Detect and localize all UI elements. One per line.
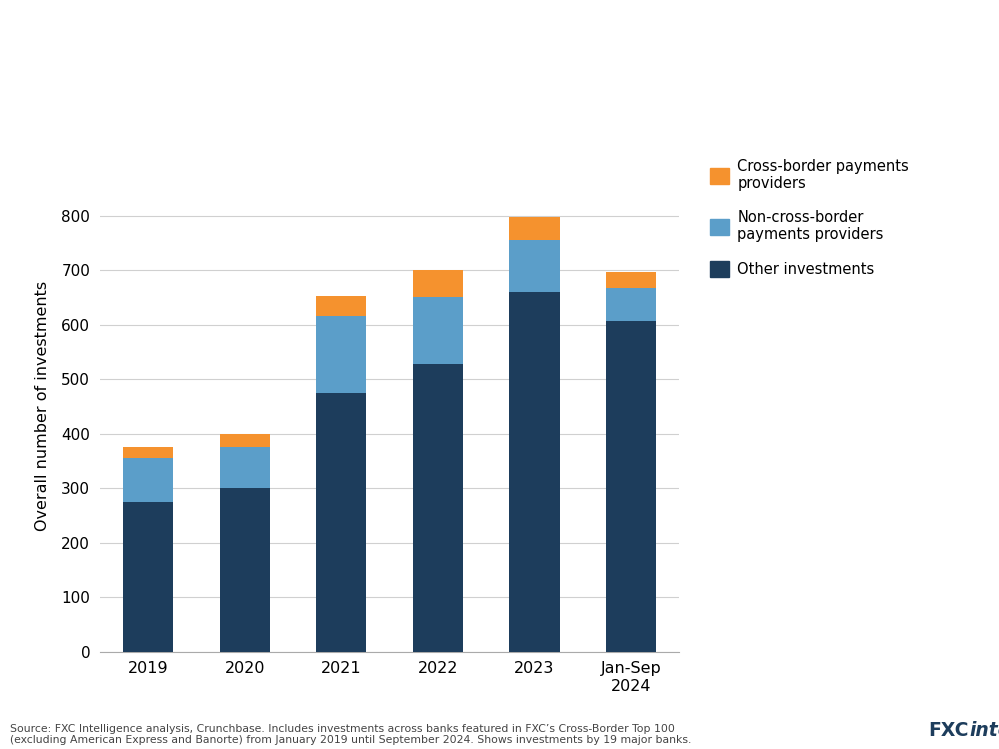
Bar	[220, 447, 270, 488]
Bar	[317, 296, 367, 316]
Bar	[413, 270, 463, 297]
Text: Banks’ investments in payments company rise in 2020s: Banks’ investments in payments company r…	[13, 34, 927, 63]
Bar	[606, 321, 656, 652]
Bar	[509, 240, 559, 292]
Bar	[123, 502, 173, 652]
Bar	[413, 297, 463, 364]
Bar	[123, 447, 173, 458]
Bar	[220, 488, 270, 652]
Text: FXC: FXC	[928, 721, 969, 740]
Bar	[317, 316, 367, 392]
Text: Number of investments by major banks by investee company type, 2019-2024: Number of investments by major banks by …	[13, 100, 702, 118]
Legend: Cross-border payments
providers, Non-cross-border
payments providers, Other inve: Cross-border payments providers, Non-cro…	[709, 159, 909, 277]
Bar	[220, 434, 270, 447]
Bar	[123, 458, 173, 502]
Text: Source: FXC Intelligence analysis, Crunchbase. Includes investments across banks: Source: FXC Intelligence analysis, Crunc…	[10, 724, 691, 745]
Text: intelligence™: intelligence™	[969, 721, 999, 740]
Bar	[606, 272, 656, 288]
Bar	[606, 288, 656, 321]
Bar	[509, 217, 559, 240]
Bar	[509, 292, 559, 652]
Bar	[413, 364, 463, 652]
Bar	[317, 392, 367, 652]
Y-axis label: Overall number of investments: Overall number of investments	[35, 282, 50, 531]
